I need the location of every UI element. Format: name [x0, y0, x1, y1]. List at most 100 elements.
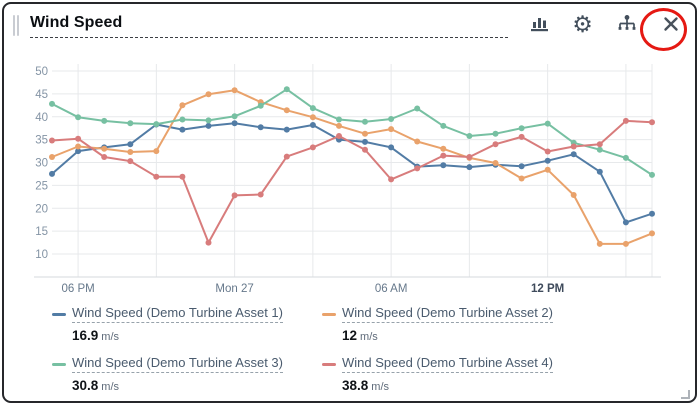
data-point — [205, 117, 212, 124]
data-point — [596, 146, 603, 153]
legend-item-4: Wind Speed (Demo Turbine Asset 4) 38.8 m/s — [322, 355, 592, 395]
series-line-1 — [51, 122, 653, 224]
resize-handle-icon[interactable] — [680, 386, 690, 399]
data-point — [336, 122, 342, 129]
data-point — [179, 126, 186, 133]
data-point — [179, 173, 186, 180]
widget-title[interactable]: Wind Speed — [30, 14, 123, 31]
data-point — [492, 130, 499, 137]
data-point — [466, 133, 473, 139]
asset-hierarchy-icon[interactable] — [615, 11, 638, 37]
legend-item-3: Wind Speed (Demo Turbine Asset 3) 30.8 m/s — [52, 355, 322, 395]
data-point — [153, 148, 160, 155]
data-point — [518, 175, 525, 182]
data-point — [309, 105, 316, 112]
data-point — [440, 145, 447, 152]
data-point — [49, 170, 55, 177]
data-point — [362, 146, 368, 153]
y-tick-label: 35 — [35, 135, 48, 147]
data-point — [101, 117, 108, 124]
data-point — [283, 86, 290, 93]
legend-item-2: Wind Speed (Demo Turbine Asset 2) 12 m/s — [322, 305, 592, 345]
data-point — [649, 171, 655, 178]
legend-color-dash — [52, 313, 66, 316]
data-point — [518, 133, 525, 140]
legend-latest-value-row: 16.9 m/s — [72, 327, 322, 345]
y-tick-label: 40 — [35, 112, 48, 124]
legend-latest-value-row: 12 m/s — [342, 327, 592, 345]
drag-handle-icon[interactable] — [13, 15, 19, 36]
widget-title-editable[interactable]: Wind Speed — [30, 13, 508, 38]
data-point — [49, 137, 55, 144]
legend-latest-value-row: 38.8 m/s — [342, 377, 592, 395]
legend-latest-value: 16.9 — [72, 328, 99, 343]
x-tick-label: 06 AM — [375, 283, 408, 295]
legend-unit: m/s — [101, 381, 120, 393]
data-point — [231, 120, 238, 127]
data-point — [649, 119, 655, 126]
data-point — [179, 102, 186, 109]
y-tick-label: 20 — [35, 203, 48, 215]
data-point — [622, 117, 629, 124]
data-point — [49, 100, 55, 107]
data-point — [153, 173, 160, 180]
data-point — [492, 141, 499, 148]
data-point — [362, 118, 368, 125]
chart-canvas[interactable]: 10 15 20 25 30 35 40 45 50 06 PM Mon 27 06 AM 12 PM — [4, 4, 697, 304]
legend-latest-value: 30.8 — [72, 378, 99, 393]
data-point — [283, 153, 290, 160]
x-tick-label: Mon 27 — [215, 283, 253, 295]
legend-color-dash — [322, 363, 336, 366]
data-point — [570, 151, 577, 158]
data-point — [231, 113, 238, 120]
y-tick-label: 30 — [35, 158, 48, 170]
legend-color-dash — [322, 313, 336, 316]
data-point — [518, 125, 525, 132]
legend-item-1: Wind Speed (Demo Turbine Asset 1) 16.9 m/s — [52, 305, 322, 345]
y-tick-label: 25 — [35, 180, 48, 192]
data-point — [622, 240, 629, 247]
legend-unit: m/s — [360, 331, 378, 343]
data-point — [101, 145, 108, 152]
bar-chart-icon[interactable] — [527, 11, 550, 37]
legend-latest-value: 38.8 — [342, 378, 369, 393]
data-point — [205, 91, 212, 98]
data-point — [492, 160, 499, 166]
data-point — [596, 168, 603, 175]
data-point — [127, 141, 134, 148]
legend-series-label[interactable]: Wind Speed (Demo Turbine Asset 2) — [342, 305, 553, 323]
data-point — [336, 116, 342, 123]
data-point — [388, 176, 395, 183]
data-point — [570, 143, 577, 150]
data-point — [544, 120, 551, 127]
data-point — [440, 152, 447, 159]
data-point — [596, 141, 603, 148]
chart-legend: Wind Speed (Demo Turbine Asset 1) 16.9 m/s… — [52, 305, 592, 395]
settings-gear-icon[interactable]: ⚙ — [572, 10, 593, 37]
data-point — [466, 154, 473, 160]
data-point — [205, 239, 212, 246]
x-tick-label: 12 PM — [531, 283, 564, 295]
data-point — [309, 144, 316, 151]
data-point — [596, 240, 603, 247]
data-point — [153, 121, 160, 128]
data-point — [231, 87, 238, 94]
data-point — [127, 120, 134, 127]
legend-series-label[interactable]: Wind Speed (Demo Turbine Asset 3) — [72, 355, 283, 373]
data-point — [362, 138, 368, 145]
y-tick-label: 45 — [35, 89, 48, 101]
legend-series-label[interactable]: Wind Speed (Demo Turbine Asset 4) — [342, 355, 553, 373]
data-point — [231, 192, 238, 199]
data-point — [544, 148, 551, 155]
legend-color-dash — [52, 363, 66, 366]
data-point — [466, 164, 473, 171]
legend-unit: m/s — [101, 331, 120, 343]
legend-series-label[interactable]: Wind Speed (Demo Turbine Asset 1) — [72, 305, 283, 323]
data-point — [205, 122, 212, 129]
close-icon[interactable] — [659, 11, 682, 37]
data-point — [570, 192, 577, 198]
data-point — [649, 210, 655, 217]
data-point — [75, 143, 82, 150]
data-point — [179, 116, 186, 123]
data-point — [649, 230, 655, 237]
